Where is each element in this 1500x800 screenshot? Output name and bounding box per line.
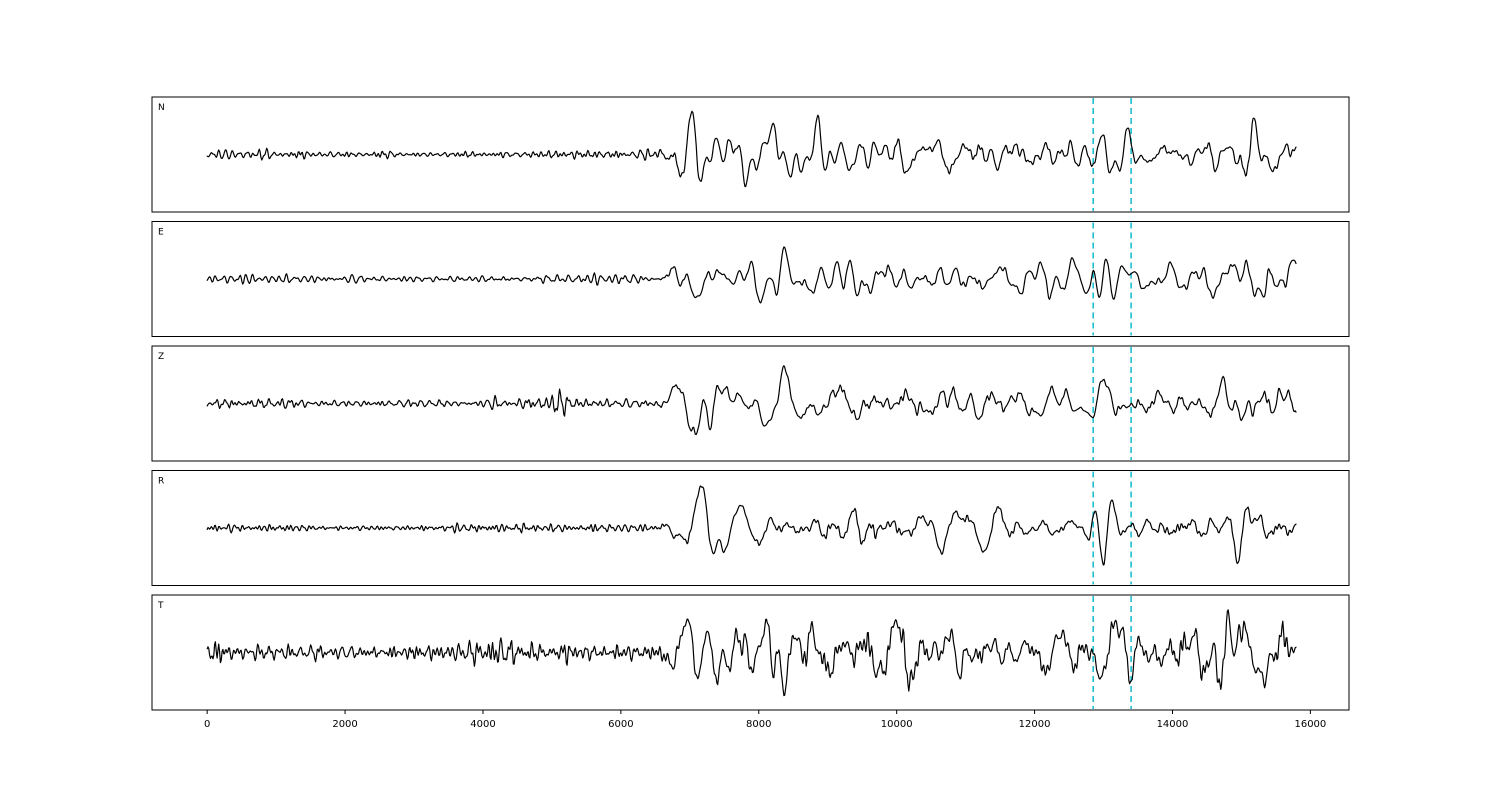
x-tick-label: 0 (204, 719, 210, 730)
panel-Z: Z (151, 345, 1350, 462)
panel-T: T (151, 594, 1350, 711)
x-tick-label: 8000 (746, 719, 771, 730)
panel-frame (151, 221, 1350, 337)
panel-frame (151, 96, 1350, 213)
x-tick-label: 10000 (881, 719, 913, 730)
panel-frame (151, 470, 1350, 586)
panel-label-T: T (157, 601, 164, 611)
waveform-trace-Z (206, 365, 1297, 436)
panel-R: R (151, 470, 1350, 586)
panel-frame (151, 594, 1350, 711)
x-tick-label: 2000 (332, 719, 357, 730)
x-tick-label: 16000 (1294, 719, 1326, 730)
x-tick-label: 4000 (470, 719, 495, 730)
x-axis: 0 2000 4000 6000 8000 10000 12000 14000 16000 (204, 710, 1326, 730)
x-tick-label: 14000 (1157, 719, 1189, 730)
panel-N: N (151, 96, 1350, 213)
panel-E: E (151, 221, 1350, 337)
waveform-trace-R (206, 485, 1297, 566)
panel-label-N: N (158, 103, 165, 113)
waveform-trace-T (206, 609, 1297, 697)
panel-label-Z: Z (158, 352, 164, 362)
waveform-trace-N (206, 110, 1297, 188)
waveform-trace-E (206, 246, 1297, 304)
panel-label-E: E (158, 228, 164, 238)
panel-label-R: R (158, 477, 164, 487)
x-tick-label: 12000 (1019, 719, 1051, 730)
x-tick-label: 6000 (608, 719, 633, 730)
panel-frame (151, 345, 1350, 462)
